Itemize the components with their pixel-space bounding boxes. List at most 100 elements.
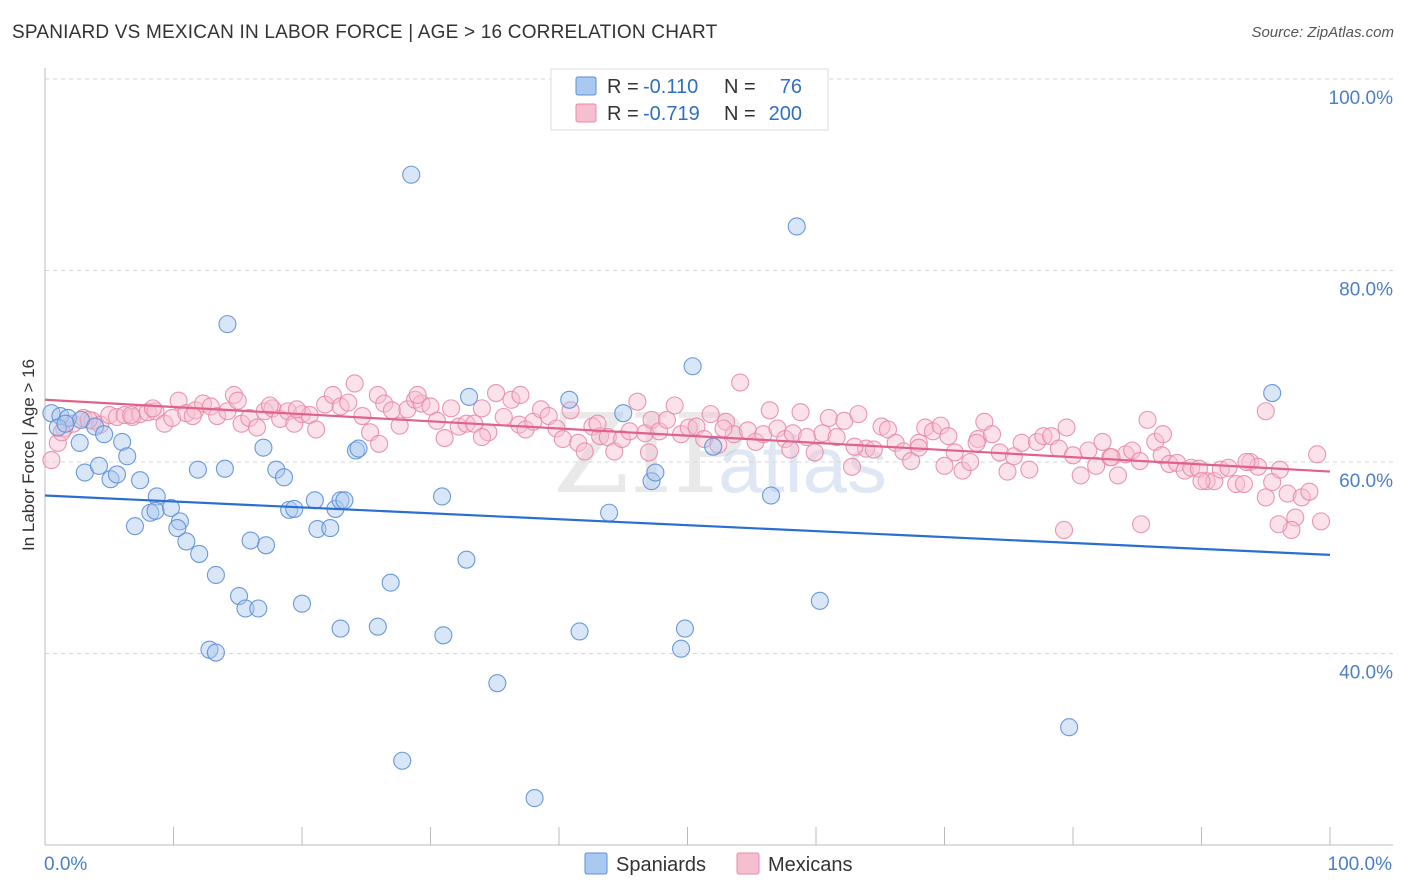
mexicans-point bbox=[781, 440, 800, 459]
spaniards-point bbox=[614, 404, 633, 423]
mexicans-point bbox=[819, 408, 838, 428]
mexicans-point bbox=[902, 451, 921, 471]
spaniards-point bbox=[393, 751, 412, 770]
correlation-legend: R = -0.110 N = 76 R = -0.719 N = 200 bbox=[550, 68, 829, 131]
mexicans-point bbox=[639, 443, 659, 462]
mexicans-point bbox=[163, 408, 182, 428]
mexicans-point bbox=[935, 456, 954, 475]
mexicans-point bbox=[1102, 448, 1121, 467]
spaniards-point bbox=[190, 544, 209, 563]
source-label: Source: ZipAtlas.com bbox=[1251, 24, 1394, 41]
mexicans-point bbox=[100, 406, 119, 425]
mexicans-point bbox=[746, 432, 765, 451]
spaniards-point bbox=[488, 674, 507, 693]
grid bbox=[45, 78, 1393, 654]
legend-n-value-spaniards: 76 bbox=[780, 76, 802, 98]
mexicans-point bbox=[472, 399, 491, 418]
spaniards-point bbox=[346, 441, 366, 460]
spaniards-point bbox=[368, 617, 387, 636]
spaniards-point bbox=[215, 459, 234, 478]
legend-n-label-spaniards: N = bbox=[724, 76, 756, 98]
mexicans-point bbox=[909, 433, 928, 452]
mexicans-point bbox=[472, 428, 491, 447]
legend-r-label-spaniards: R = bbox=[607, 76, 639, 98]
legend-n-value-mexicans: 200 bbox=[769, 103, 802, 125]
mexicans-point bbox=[553, 429, 572, 449]
mexicans-point bbox=[1087, 456, 1106, 475]
mexicans-point bbox=[435, 429, 454, 448]
mexicans-point bbox=[107, 407, 127, 427]
mexicans-point bbox=[1197, 472, 1216, 491]
spaniards-point bbox=[305, 491, 324, 510]
spaniards-point bbox=[1060, 718, 1079, 737]
mexicans-point bbox=[183, 406, 202, 426]
mexicans-point bbox=[115, 406, 134, 425]
spaniards-point bbox=[672, 639, 691, 658]
mexicans-point bbox=[849, 405, 868, 424]
spaniards-point bbox=[704, 437, 723, 456]
spaniards-point bbox=[161, 498, 180, 518]
mexicans-point bbox=[1108, 466, 1128, 485]
mexicans-point bbox=[701, 405, 720, 424]
spaniards-point bbox=[206, 565, 225, 585]
spaniards-point bbox=[308, 519, 327, 539]
mexicans-point bbox=[143, 399, 162, 418]
mexicans-point bbox=[612, 429, 632, 449]
spaniards-point bbox=[125, 517, 144, 536]
mexicans-point bbox=[260, 396, 279, 415]
mexicans-point bbox=[1153, 425, 1172, 444]
spaniards-point bbox=[459, 387, 479, 406]
mexicans-point bbox=[961, 452, 980, 472]
mexicans-point bbox=[228, 391, 247, 410]
spaniards-point bbox=[434, 626, 453, 645]
spaniards-point bbox=[600, 503, 619, 522]
mexicans-point bbox=[1057, 418, 1076, 437]
spaniards-point bbox=[433, 487, 452, 506]
spaniards-point bbox=[241, 531, 260, 550]
mexicans-point bbox=[502, 390, 521, 409]
spaniards-point bbox=[331, 619, 350, 638]
spaniards-point bbox=[675, 619, 694, 638]
spaniards-point bbox=[206, 643, 225, 662]
spaniards-point bbox=[118, 447, 137, 466]
spaniards-point bbox=[107, 465, 127, 484]
y-tick-label: 100.0% bbox=[1329, 88, 1394, 109]
axes bbox=[44, 68, 1393, 846]
mexicans-point bbox=[1256, 488, 1275, 507]
spaniards-point bbox=[402, 165, 421, 184]
mexicans-trend-line bbox=[44, 398, 1331, 473]
spaniards-point bbox=[56, 414, 75, 433]
mexicans-point bbox=[339, 393, 358, 412]
mexicans-point bbox=[878, 420, 898, 439]
mexicans-point bbox=[287, 400, 306, 419]
mexicans-point bbox=[247, 418, 267, 437]
mexicans-point bbox=[1020, 460, 1039, 479]
spaniards-point bbox=[267, 460, 286, 479]
bottom-legend-label-mexicans: Mexicans bbox=[768, 854, 852, 876]
mexicans-point bbox=[79, 410, 98, 429]
mexicans-point bbox=[791, 403, 810, 422]
mexicans-point bbox=[1219, 458, 1238, 477]
spaniards-point bbox=[292, 594, 312, 613]
spaniards-point bbox=[560, 390, 579, 409]
mexicans-point bbox=[1269, 515, 1288, 534]
spaniards-point bbox=[646, 463, 665, 482]
legend-r-value-mexicans: -0.719 bbox=[643, 103, 700, 125]
spaniards-point bbox=[188, 460, 207, 479]
spaniards-point bbox=[249, 599, 268, 618]
spaniards-point bbox=[113, 432, 132, 451]
y-tick-labels: 40.0% 60.0% 80.0% 100.0% bbox=[1329, 88, 1394, 684]
mexicans-point bbox=[1054, 520, 1074, 540]
spaniards-point bbox=[274, 468, 294, 487]
trend-lines bbox=[44, 398, 1331, 556]
y-tick-label: 80.0% bbox=[1339, 280, 1393, 301]
spaniards-point bbox=[761, 486, 781, 505]
spaniards-point bbox=[335, 491, 354, 510]
mexicans-point bbox=[1311, 512, 1331, 531]
spaniards-point bbox=[381, 573, 400, 592]
mexicans-point bbox=[494, 407, 513, 427]
mexicans-point bbox=[945, 443, 964, 462]
spaniards-point bbox=[570, 622, 589, 641]
spaniards-point bbox=[146, 501, 165, 520]
mexicans-point bbox=[1278, 484, 1297, 503]
